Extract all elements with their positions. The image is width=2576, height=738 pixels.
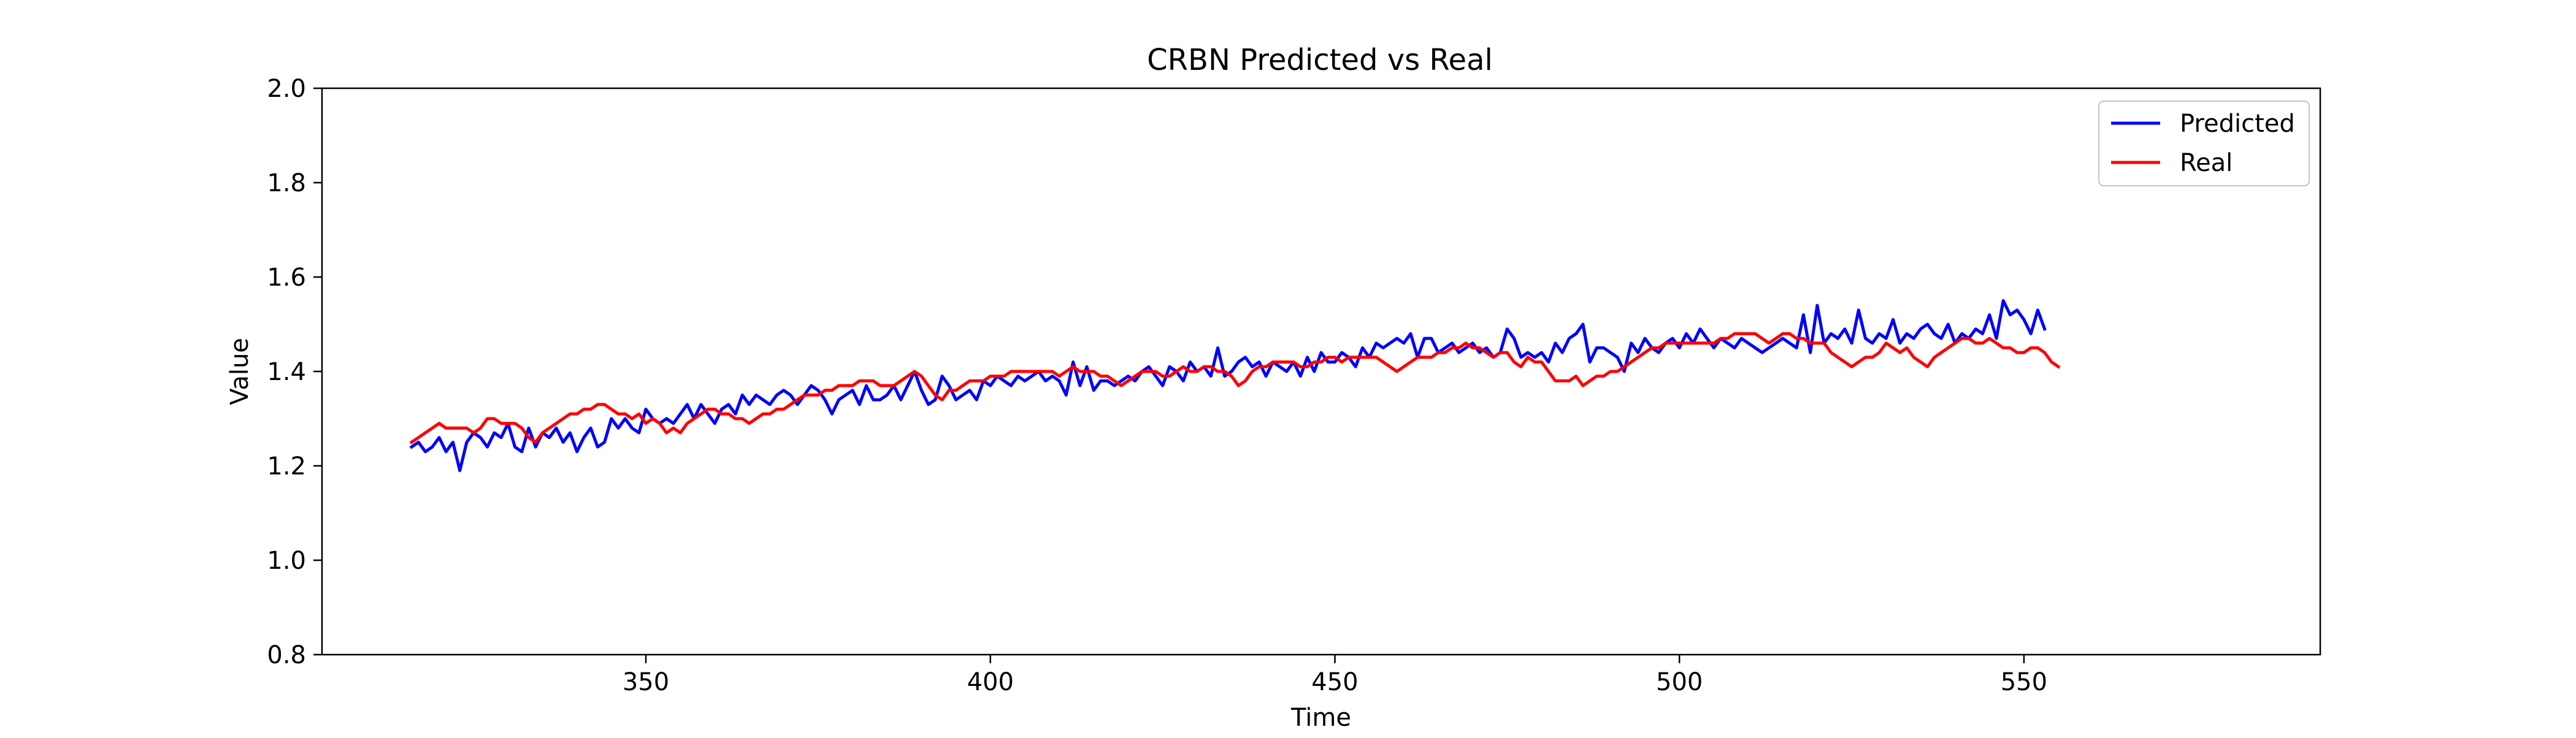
y-tick-label: 1.8	[267, 169, 306, 197]
y-axis: 0.8 1.0 1.2 1.4 1.6 1.8 2.0	[267, 75, 322, 669]
x-axis-label: Time	[1290, 704, 1351, 732]
plot-frame	[321, 87, 2321, 656]
y-tick-label: 2.0	[267, 75, 306, 103]
chart-title: CRBN Predicted vs Real	[1147, 43, 1493, 77]
x-tick-label: 450	[1311, 668, 1358, 696]
y-axis-label: Value	[226, 338, 254, 405]
x-tick-label: 350	[623, 668, 669, 696]
y-tick-label: 1.0	[267, 547, 306, 575]
x-tick-label: 550	[2001, 668, 2047, 696]
legend-label-predicted: Predicted	[2180, 110, 2295, 138]
x-tick-label: 400	[967, 668, 1014, 696]
x-axis: 350 400 450 500 550	[623, 655, 2047, 696]
y-tick-label: 1.2	[267, 452, 306, 481]
series-lines	[409, 299, 2061, 473]
y-tick-label: 1.4	[267, 358, 306, 386]
series-line-real	[409, 332, 2061, 444]
y-tick-label: 1.6	[267, 264, 306, 292]
x-tick-label: 500	[1656, 668, 1703, 696]
legend: Predicted Real	[2098, 100, 2310, 187]
y-tick-label: 0.8	[267, 641, 306, 669]
legend-label-real: Real	[2180, 149, 2233, 177]
